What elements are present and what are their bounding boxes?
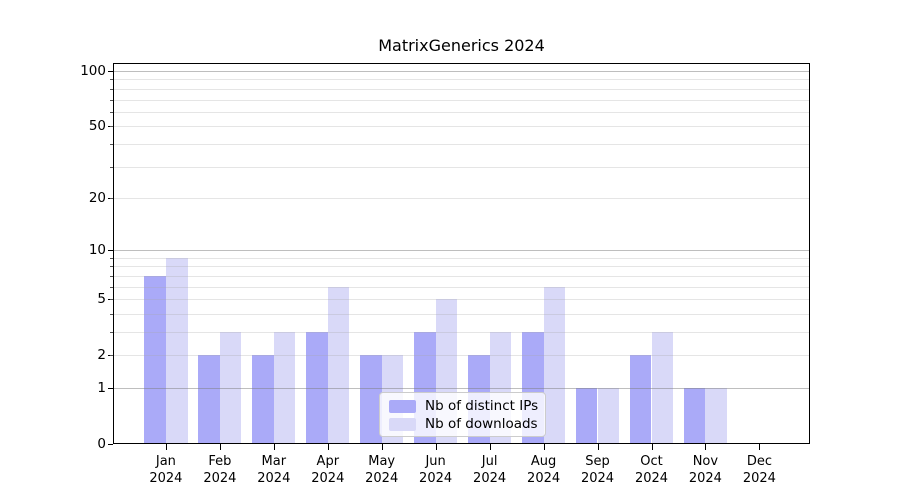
x-axis-tick-label: Dec 2024 — [742, 454, 776, 486]
x-axis-tick-label: Mar 2024 — [257, 454, 291, 486]
y-axis-minor-tick — [110, 126, 113, 128]
y-axis-tick — [108, 444, 113, 445]
gridline-minor — [113, 88, 810, 90]
y-axis-tick — [108, 250, 113, 252]
legend-swatch-distinct-ips-icon — [389, 399, 416, 413]
x-axis-tick-label: Sep 2024 — [580, 454, 615, 486]
x-axis-tick-label: Nov 2024 — [688, 454, 722, 486]
plot-area — [113, 63, 810, 444]
bar-distinct-ips-oct — [629, 355, 652, 444]
gridline-minor — [113, 275, 810, 277]
y-axis-tick-label: 50 — [88, 118, 106, 135]
x-axis-tick-label: Feb 2024 — [203, 454, 237, 486]
x-axis-tick — [489, 444, 491, 450]
gridline-minor — [113, 266, 810, 268]
legend-item-distinct-ips: Nb of distinct IPs — [389, 398, 539, 414]
y-axis-minor-tick — [110, 79, 113, 81]
gridline-minor — [113, 257, 810, 259]
x-axis-tick — [597, 444, 599, 450]
y-axis-minor-tick — [110, 166, 113, 168]
gridline-minor — [113, 299, 810, 301]
y-axis-tick-label: 20 — [88, 189, 106, 206]
x-axis-tick — [543, 444, 545, 450]
x-axis-tick-label: Aug 2024 — [527, 454, 561, 486]
x-axis-tick-label: Jan 2024 — [149, 454, 183, 486]
x-axis-tick — [759, 444, 761, 450]
y-axis-tick-label: 5 — [97, 291, 106, 308]
bar-downloads-sep — [597, 388, 620, 444]
y-axis-tick-label: 10 — [88, 242, 106, 259]
gridline-major — [113, 250, 810, 252]
legend-item-downloads: Nb of downloads — [389, 416, 538, 432]
y-axis-tick-label: 100 — [80, 63, 106, 79]
x-axis-tick-label: Oct 2024 — [634, 454, 669, 486]
bar-downloads-nov — [705, 388, 728, 444]
gridline-minor — [113, 111, 810, 113]
bar-downloads-apr — [327, 286, 350, 444]
legend: Nb of distinct IPs Nb of downloads — [379, 392, 546, 437]
gridline-minor — [113, 99, 810, 101]
bar-distinct-ips-jan — [144, 275, 166, 444]
gridline-major — [113, 71, 810, 72]
gridline-minor — [113, 166, 810, 168]
gridline-minor — [113, 197, 810, 199]
y-axis-tick — [108, 388, 113, 389]
x-axis-tick — [219, 444, 221, 450]
y-axis-minor-tick — [110, 88, 113, 90]
y-axis-minor-tick — [110, 286, 113, 288]
bar-distinct-ips-feb — [198, 355, 220, 444]
y-axis-minor-tick — [110, 332, 113, 333]
x-axis-tick-label: Jun 2024 — [419, 454, 453, 486]
bar-downloads-jan — [165, 257, 188, 444]
x-axis-tick — [651, 444, 653, 450]
x-axis-tick — [165, 444, 167, 450]
y-axis-tick-label: 1 — [97, 380, 106, 396]
x-axis-tick — [381, 444, 383, 450]
bar-downloads-mar — [273, 332, 296, 444]
y-axis-minor-tick — [110, 111, 113, 113]
y-axis-minor-tick — [110, 275, 113, 277]
bar-downloads-oct — [651, 332, 674, 444]
bar-distinct-ips-nov — [683, 388, 706, 444]
y-axis-minor-tick — [110, 143, 113, 145]
y-axis-minor-tick — [110, 257, 113, 259]
y-axis-minor-tick — [110, 355, 113, 357]
y-axis-minor-tick — [110, 197, 113, 199]
x-axis-tick-label: May 2024 — [365, 454, 399, 486]
bar-distinct-ips-apr — [306, 332, 328, 444]
x-axis-tick — [327, 444, 329, 450]
legend-swatch-downloads-icon — [389, 417, 416, 431]
bar-distinct-ips-mar — [252, 355, 274, 444]
legend-label-distinct-ips: Nb of distinct IPs — [425, 398, 539, 414]
x-axis-tick-label: Apr 2024 — [311, 454, 345, 486]
y-axis-minor-tick — [110, 313, 113, 315]
y-axis-minor-tick — [110, 299, 113, 301]
chart-title: MatrixGenerics 2024 — [378, 36, 545, 55]
y-axis-minor-tick — [110, 99, 113, 101]
x-axis-tick — [435, 444, 437, 450]
x-axis-tick — [273, 444, 275, 450]
y-axis-minor-tick — [110, 266, 113, 268]
gridline-minor — [113, 332, 810, 333]
bar-distinct-ips-may — [360, 355, 382, 444]
y-axis-tick — [108, 71, 113, 72]
x-axis-tick — [705, 444, 707, 450]
bar-downloads-feb — [219, 332, 242, 444]
gridline-minor — [113, 126, 810, 128]
gridline-minor — [113, 143, 810, 145]
legend-label-downloads: Nb of downloads — [425, 416, 538, 432]
y-axis-tick-label: 2 — [97, 347, 106, 364]
gridline-minor — [113, 79, 810, 81]
bar-downloads-aug — [543, 286, 566, 444]
gridline-minor — [113, 286, 810, 288]
gridline-minor — [113, 313, 810, 315]
x-axis-tick-label: Jul 2024 — [473, 454, 507, 486]
y-axis-tick-label: 0 — [97, 436, 106, 452]
bar-distinct-ips-sep — [575, 388, 598, 444]
